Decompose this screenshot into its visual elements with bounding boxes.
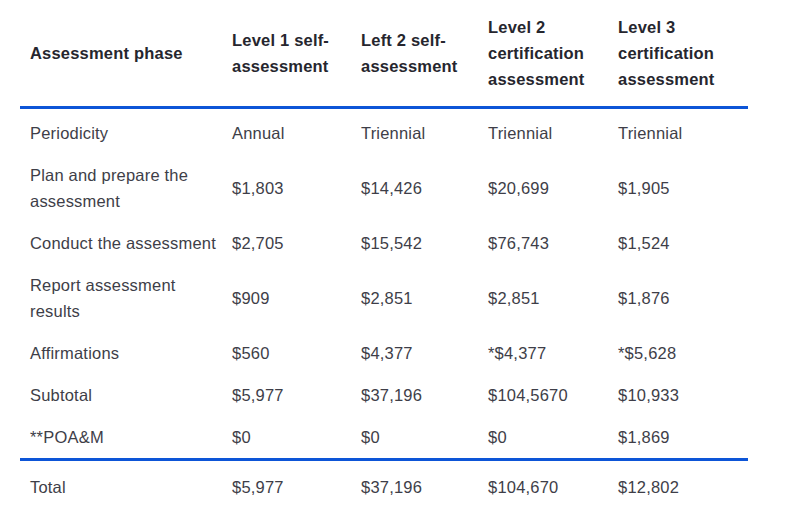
table-cell: $1,803 — [232, 154, 361, 222]
table-cell: Annual — [232, 108, 361, 155]
table-cell: Triennial — [361, 108, 488, 155]
table-cell: $0 — [361, 416, 488, 460]
col-header-assessment-phase: Assessment phase — [20, 6, 232, 108]
table-cell: $5,977 — [232, 374, 361, 416]
table-cell: $1,524 — [618, 222, 748, 264]
col-header-level1-self: Level 1 self-assessment — [232, 6, 361, 108]
total-cell: $104,670 — [488, 460, 618, 509]
table-cell: $2,705 — [232, 222, 361, 264]
table-cell: $10,933 — [618, 374, 748, 416]
row-label: Subtotal — [20, 374, 232, 416]
table-row-affirmations: Affirmations $560 $4,377 *$4,377 *$5,628 — [20, 332, 748, 374]
row-label: Periodicity — [20, 108, 232, 155]
table-cell: $909 — [232, 264, 361, 332]
table-cell: $0 — [232, 416, 361, 460]
table-row-plan-prepare: Plan and prepare the assessment $1,803 $… — [20, 154, 748, 222]
table-cell: $14,426 — [361, 154, 488, 222]
total-row: Total $5,977 $37,196 $104,670 $12,802 — [20, 460, 748, 509]
total-cell: $37,196 — [361, 460, 488, 509]
row-label: **POA&M — [20, 416, 232, 460]
table-cell: $20,699 — [488, 154, 618, 222]
table-cell: $76,743 — [488, 222, 618, 264]
assessment-cost-table: Assessment phase Level 1 self-assessment… — [20, 6, 748, 508]
table-row-report-results: Report assessment results $909 $2,851 $2… — [20, 264, 748, 332]
col-header-level3-cert: Level 3 certification assessment — [618, 6, 748, 108]
col-header-level2-cert: Level 2 certification assessment — [488, 6, 618, 108]
total-cell: $5,977 — [232, 460, 361, 509]
table-cell: $104,5670 — [488, 374, 618, 416]
table-row-periodicity: Periodicity Annual Triennial Triennial T… — [20, 108, 748, 155]
table-cell: $37,196 — [361, 374, 488, 416]
table-cell: $1,905 — [618, 154, 748, 222]
page: Assessment phase Level 1 self-assessment… — [0, 0, 797, 532]
table-cell: $1,869 — [618, 416, 748, 460]
col-header-level2-self: Left 2 self-assessment — [361, 6, 488, 108]
table-cell: $2,851 — [361, 264, 488, 332]
table-cell: $15,542 — [361, 222, 488, 264]
row-label: Affirmations — [20, 332, 232, 374]
table-row-conduct: Conduct the assessment $2,705 $15,542 $7… — [20, 222, 748, 264]
table-cell: $2,851 — [488, 264, 618, 332]
row-label: Plan and prepare the assessment — [20, 154, 232, 222]
table-cell: Triennial — [618, 108, 748, 155]
total-row-label: Total — [20, 460, 232, 509]
header-row: Assessment phase Level 1 self-assessment… — [20, 6, 748, 108]
table-cell: $0 — [488, 416, 618, 460]
table-cell: *$5,628 — [618, 332, 748, 374]
row-label: Conduct the assessment — [20, 222, 232, 264]
table-row-poam: **POA&M $0 $0 $0 $1,869 — [20, 416, 748, 460]
table-cell: $560 — [232, 332, 361, 374]
table-cell: *$4,377 — [488, 332, 618, 374]
table-cell: $4,377 — [361, 332, 488, 374]
row-label: Report assessment results — [20, 264, 232, 332]
total-cell: $12,802 — [618, 460, 748, 509]
table-cell: $1,876 — [618, 264, 748, 332]
table-row-subtotal: Subtotal $5,977 $37,196 $104,5670 $10,93… — [20, 374, 748, 416]
table-cell: Triennial — [488, 108, 618, 155]
